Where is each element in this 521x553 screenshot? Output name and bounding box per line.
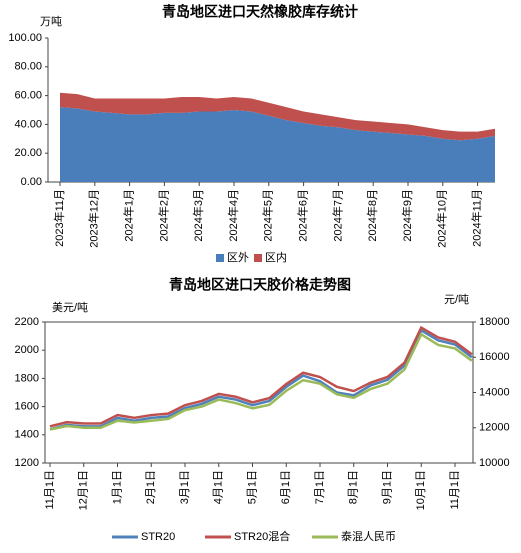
- x-tick-label: 2024年8月: [365, 189, 379, 242]
- y-tick-label: 1800: [15, 372, 39, 384]
- x-tick-label: 9月1日: [381, 470, 393, 504]
- x-tick-label: 7月1日: [314, 470, 326, 504]
- y2-tick-label: 14000: [479, 386, 510, 398]
- y-tick-label: 20.00: [14, 147, 42, 159]
- x-tick-label: 2024年10月: [435, 189, 449, 248]
- y-tick-label: 80.00: [14, 61, 42, 73]
- line: [49, 332, 473, 431]
- legend-swatch: [216, 254, 224, 262]
- y-tick-label: 60.00: [14, 90, 42, 102]
- line: [49, 325, 473, 428]
- x-tick-label: 12月1日: [78, 470, 90, 510]
- x-tick-label: 11月1日: [449, 470, 461, 510]
- y-axis-label: 万吨: [40, 15, 62, 28]
- x-tick-label: 2023年11月: [52, 189, 66, 247]
- y2-axis-label: 元/吨: [444, 293, 469, 306]
- x-tick-label: 2023年12月: [87, 189, 101, 248]
- x-tick-label: 2024年2月: [156, 189, 170, 242]
- x-tick-label: 2024年3月: [191, 189, 205, 242]
- y-tick-label: 2200: [15, 316, 39, 328]
- legend-swatch: [254, 254, 262, 262]
- chart-title: 青岛地区进口天然橡胶库存统计: [162, 4, 358, 20]
- x-tick-label: 2024年9月: [400, 189, 414, 242]
- legend-label: 区外: [227, 251, 249, 264]
- y2-tick-label: 16000: [479, 351, 510, 363]
- y-tick-label: 0.00: [21, 176, 42, 188]
- area: [60, 107, 495, 182]
- x-tick-label: 5月1日: [246, 470, 258, 504]
- y-tick-label: 1600: [15, 401, 39, 413]
- x-tick-label: 6月1日: [280, 470, 292, 504]
- x-tick-label: 8月1日: [348, 470, 360, 504]
- x-tick-label: 1月1日: [111, 470, 123, 504]
- y-tick-label: 1200: [15, 457, 39, 469]
- y2-tick-label: 12000: [479, 422, 510, 434]
- line: [49, 328, 473, 431]
- y2-tick-label: 18000: [479, 316, 510, 328]
- x-tick-label: 10月1日: [415, 470, 427, 510]
- y-tick-label: 100.00: [8, 32, 42, 44]
- x-tick-label: 2024年11月: [470, 189, 484, 247]
- chart-title: 青岛地区进口天胶价格走势图: [169, 277, 351, 293]
- legend-label: 泰混人民币: [341, 529, 396, 543]
- x-tick-label: 3月1日: [179, 470, 191, 504]
- legend-label: STR20混合: [234, 529, 290, 543]
- y-tick-label: 40.00: [14, 118, 42, 130]
- x-tick-label: 2024年5月: [261, 189, 275, 242]
- x-tick-label: 2024年6月: [296, 189, 310, 242]
- legend-label: 区内: [265, 250, 287, 264]
- x-tick-label: 2024年4月: [226, 189, 240, 242]
- y-tick-label: 2000: [15, 344, 39, 356]
- area: [60, 92, 495, 141]
- x-tick-label: 2024年1月: [122, 189, 136, 242]
- y2-tick-label: 10000: [479, 457, 510, 469]
- x-tick-label: 4月1日: [213, 470, 225, 504]
- x-tick-label: 2024年7月: [330, 189, 344, 242]
- y-axis-label: 美元/吨: [52, 301, 88, 314]
- y-tick-label: 1400: [15, 429, 39, 441]
- plot-frame: [44, 321, 474, 464]
- x-tick-label: 11月1日: [44, 470, 56, 510]
- x-tick-label: 2月1日: [145, 470, 157, 504]
- legend-label: STR20: [141, 531, 175, 543]
